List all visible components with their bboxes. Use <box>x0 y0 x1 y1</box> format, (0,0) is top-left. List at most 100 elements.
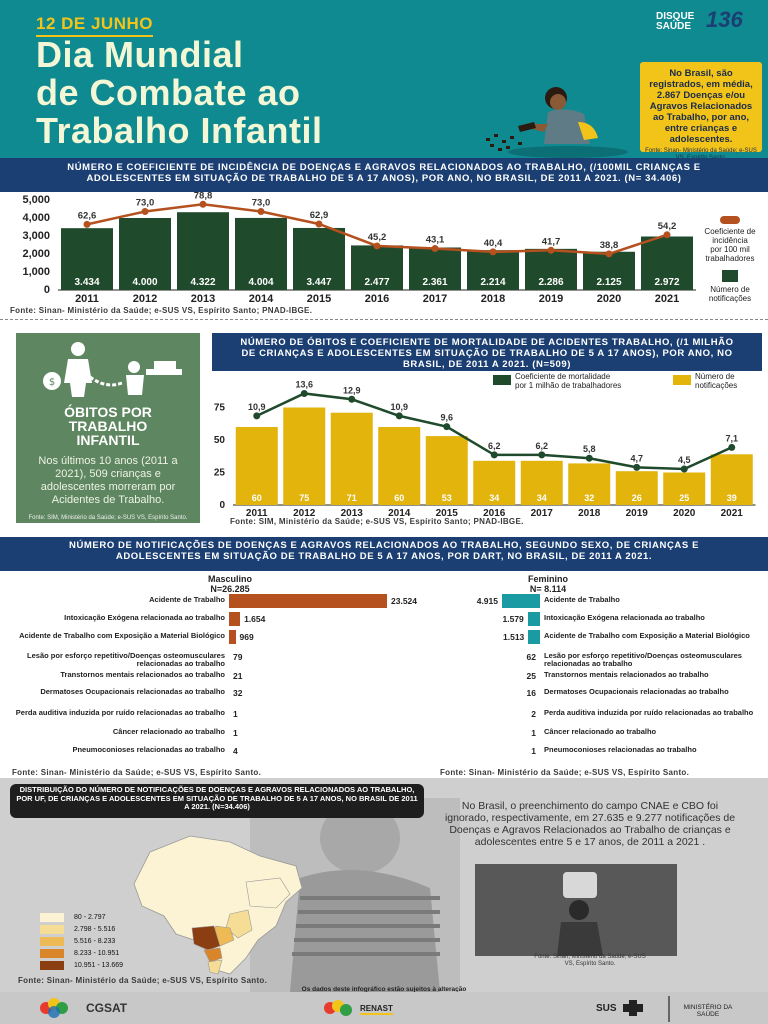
bar-value-label: 34 <box>489 493 499 503</box>
x-tick-label: 2014 <box>249 293 274 305</box>
photo-source: Fonte: Sinan, Ministério da Saúde; e-SUS… <box>534 954 646 967</box>
bar-feminino <box>528 630 540 644</box>
line-value-label: 73,0 <box>136 197 155 208</box>
value-masculino: 23.524 <box>391 596 417 606</box>
line-point <box>348 395 356 403</box>
line-point <box>257 207 265 215</box>
bar-obitos <box>520 460 563 505</box>
line-point <box>431 245 439 253</box>
bar-obitos <box>378 427 421 505</box>
y-tick-label: 1,000 <box>22 266 50 278</box>
x-tick-label: 2020 <box>673 508 696 519</box>
legend-bar-label: Número de notificações <box>709 285 751 303</box>
section2-source: Fonte: SIM, Ministério da Saúde; e-SUS V… <box>230 517 524 526</box>
value-feminino: 1.579 <box>502 614 524 624</box>
deaths-info-box: $ ÓBITOS POR TRABALHO INFANTIL Nos últim… <box>16 333 200 523</box>
disque-saude-label: DISQUE SAÚDE <box>656 11 695 32</box>
line-value-label: 41,7 <box>542 236 561 247</box>
line-point <box>315 220 323 228</box>
bar-notificacoes <box>293 227 345 290</box>
x-tick-label: 2018 <box>481 293 505 305</box>
legend-item: 8.233 - 10.951 <box>40 948 123 959</box>
line-value-label: 6,2 <box>535 441 548 451</box>
line-point <box>490 451 498 459</box>
section3-title: NÚMERO DE NOTIFICAÇÕES DE DOENÇAS E AGRA… <box>0 537 768 571</box>
footer-disclaimer: Os dados deste infográfico estão sujeito… <box>301 986 467 993</box>
x-tick-label: 2019 <box>539 293 563 305</box>
line-value-label: 5,8 <box>583 444 596 454</box>
deaths-box-text: Nos últimos 10 anos (2011 a 2021), 509 c… <box>38 455 178 506</box>
line-point <box>395 412 403 420</box>
legend-swatch <box>40 925 64 934</box>
legend-item: 10.951 - 13.669 <box>40 960 123 971</box>
legend-swatch <box>40 961 64 970</box>
line-value-label: 54,2 <box>658 221 677 232</box>
x-tick-label: 2021 <box>721 508 744 519</box>
legend-swatch <box>40 937 64 946</box>
bar-feminino <box>502 594 540 608</box>
x-tick-label: 2016 <box>365 293 389 305</box>
line-point <box>585 454 593 462</box>
line-point <box>489 248 497 256</box>
sus-logo-text: SUS <box>596 1003 617 1014</box>
x-tick-label: 2013 <box>191 293 215 305</box>
bar-notificacoes <box>119 218 171 290</box>
line-value-label: 38,8 <box>600 240 619 251</box>
category-label-female: Acidente de Trabalho <box>544 595 620 604</box>
line-value-label: 78,8 <box>194 192 213 201</box>
category-label-female: Dermatoses Ocupacionais relacionadas ao … <box>544 687 729 696</box>
line-value-label: 40,4 <box>484 238 503 249</box>
line-value-label: 6,2 <box>488 441 501 451</box>
x-tick-label: 2013 <box>341 508 364 519</box>
line-point <box>141 207 149 215</box>
line-value-label: 4,5 <box>678 455 691 465</box>
value-feminino: 1 <box>531 728 536 738</box>
value-masculino: 4 <box>233 746 238 756</box>
section4-source: Fonte: Sinan- Ministério da Saúde; e-SUS… <box>18 976 268 985</box>
line-point <box>728 443 736 451</box>
line-point <box>605 250 613 258</box>
x-tick-label: 2012 <box>133 293 157 305</box>
line-value-label: 13,6 <box>295 379 313 389</box>
legend-swatch <box>40 949 64 958</box>
x-tick-label: 2021 <box>655 293 679 305</box>
line-value-label: 62,9 <box>310 210 329 221</box>
category-label-female: Perda auditiva induzida por ruído relaci… <box>544 708 754 717</box>
y-tick-label: 3,000 <box>22 230 50 242</box>
bar-value-label: 2.361 <box>422 277 447 288</box>
value-feminino: 16 <box>526 688 536 698</box>
bar-notificacoes <box>467 250 519 290</box>
x-tick-label: 2014 <box>388 508 411 519</box>
dart-by-sex-chart: Acidente de Trabalho 23.524 4.915 Acidente … <box>0 592 768 764</box>
ministerio-logo: MINISTÉRIO DA SAÚDE <box>683 1004 733 1018</box>
x-tick-label: 2011 <box>75 293 99 305</box>
category-label-female: Pneumoconioses relacionadas ao trabalho <box>544 745 697 754</box>
section3-source-right: Fonte: Sinan- Ministério da Saúde; e-SUS… <box>440 768 690 777</box>
footer-divider <box>668 996 670 1022</box>
value-masculino: 79 <box>233 652 243 662</box>
line-value-label: 43,1 <box>426 235 445 246</box>
brazil-map <box>133 835 303 975</box>
bar-obitos <box>710 454 753 505</box>
line-point <box>199 200 207 208</box>
section4-title: DISTRIBUIÇÃO DO NÚMERO DE NOTIFICAÇÕES D… <box>10 784 424 818</box>
bar-obitos <box>425 436 468 505</box>
bar-obitos <box>568 463 611 505</box>
northeast-region <box>245 877 291 909</box>
x-tick-label: 2015 <box>307 293 331 305</box>
bar-notificacoes <box>641 236 693 290</box>
bar-value-label: 3.434 <box>74 277 99 288</box>
female-label: Feminino N= 8.114 <box>528 574 568 594</box>
line-value-label: 7,1 <box>725 433 738 443</box>
value-feminino: 4.915 <box>476 596 498 606</box>
value-masculino: 32 <box>233 688 243 698</box>
bar-value-label: 4.322 <box>190 277 215 288</box>
bar-value-label: 4.004 <box>248 277 273 288</box>
value-masculino: 1 <box>233 709 238 719</box>
line-value-label: 62,6 <box>78 210 97 221</box>
legend-item: 2.798 - 5.516 <box>40 924 123 935</box>
cnae-cbo-note: No Brasil, o preenchimento do campo CNAE… <box>444 800 736 848</box>
incidence-chart: 5,000 4,000 3,000 2,000 1,000 0 3.434 2011 4.000… <box>22 192 756 305</box>
bar-masculino <box>229 612 241 626</box>
header-date: 12 DE JUNHO <box>36 14 153 37</box>
